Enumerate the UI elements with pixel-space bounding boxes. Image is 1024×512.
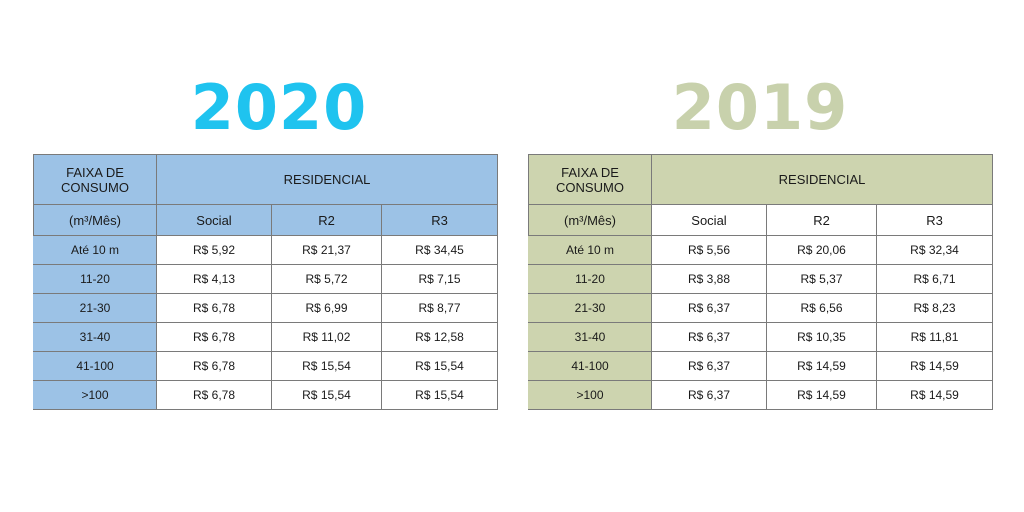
unit-header: (m³/Mês) xyxy=(33,204,157,236)
range-cell: 11-20 xyxy=(33,264,157,294)
value-cell: R$ 34,45 xyxy=(380,235,499,265)
value-cell: R$ 32,34 xyxy=(875,235,994,265)
value-cell: R$ 8,23 xyxy=(875,293,994,323)
value-cell: R$ 6,37 xyxy=(651,380,767,410)
range-cell: 41-100 xyxy=(33,351,157,381)
value-cell: R$ 14,59 xyxy=(875,351,994,381)
value-cell: R$ 11,81 xyxy=(875,322,994,352)
value-cell: R$ 3,88 xyxy=(651,264,767,294)
column-header-social: Social xyxy=(156,204,272,236)
value-cell: R$ 5,72 xyxy=(271,264,382,294)
table-row: 21-30 R$ 6,37 R$ 6,56 R$ 8,23 xyxy=(528,293,994,323)
value-cell: R$ 6,78 xyxy=(156,322,272,352)
faixa-header: FAIXA DE CONSUMO xyxy=(33,154,157,205)
value-cell: R$ 4,13 xyxy=(156,264,272,294)
value-cell: R$ 6,71 xyxy=(875,264,994,294)
value-cell: R$ 6,78 xyxy=(156,351,272,381)
range-cell: 31-40 xyxy=(33,322,157,352)
table-row: 31-40 R$ 6,37 R$ 10,35 R$ 11,81 xyxy=(528,322,994,352)
range-cell: 41-100 xyxy=(528,351,652,381)
column-header-r3: R3 xyxy=(380,204,499,236)
value-cell: R$ 20,06 xyxy=(766,235,877,265)
faixa-header: FAIXA DE CONSUMO xyxy=(528,154,652,205)
range-cell: 21-30 xyxy=(528,293,652,323)
value-cell: R$ 6,37 xyxy=(651,351,767,381)
value-cell: R$ 15,54 xyxy=(380,380,499,410)
value-cell: R$ 15,54 xyxy=(380,351,499,381)
range-cell: 11-20 xyxy=(528,264,652,294)
value-cell: R$ 6,37 xyxy=(651,293,767,323)
range-cell: >100 xyxy=(33,380,157,410)
table-row: 21-30 R$ 6,78 R$ 6,99 R$ 8,77 xyxy=(33,293,499,323)
column-header-social: Social xyxy=(651,204,767,236)
tariff-table-2019: FAIXA DE CONSUMO RESIDENCIAL (m³/Mês) So… xyxy=(528,154,994,410)
table-row: 41-100 R$ 6,37 R$ 14,59 R$ 14,59 xyxy=(528,351,994,381)
value-cell: R$ 6,78 xyxy=(156,293,272,323)
value-cell: R$ 14,59 xyxy=(766,351,877,381)
value-cell: R$ 21,37 xyxy=(271,235,382,265)
value-cell: R$ 15,54 xyxy=(271,351,382,381)
residencial-header: RESIDENCIAL xyxy=(155,154,499,205)
value-cell: R$ 11,02 xyxy=(271,322,382,352)
value-cell: R$ 6,78 xyxy=(156,380,272,410)
residencial-header: RESIDENCIAL xyxy=(650,154,994,205)
table-row: >100 R$ 6,37 R$ 14,59 R$ 14,59 xyxy=(528,380,994,410)
value-cell: R$ 8,77 xyxy=(380,293,499,323)
range-cell: Até 10 m xyxy=(33,235,157,265)
value-cell: R$ 14,59 xyxy=(875,380,994,410)
table-row: Até 10 m R$ 5,92 R$ 21,37 R$ 34,45 xyxy=(33,235,499,265)
table-row: 41-100 R$ 6,78 R$ 15,54 R$ 15,54 xyxy=(33,351,499,381)
value-cell: R$ 6,99 xyxy=(271,293,382,323)
range-cell: 31-40 xyxy=(528,322,652,352)
value-cell: R$ 5,37 xyxy=(766,264,877,294)
value-cell: R$ 12,58 xyxy=(380,322,499,352)
value-cell: R$ 10,35 xyxy=(766,322,877,352)
value-cell: R$ 5,92 xyxy=(156,235,272,265)
table-row: 11-20 R$ 4,13 R$ 5,72 R$ 7,15 xyxy=(33,264,499,294)
table-row: 31-40 R$ 6,78 R$ 11,02 R$ 12,58 xyxy=(33,322,499,352)
value-cell: R$ 5,56 xyxy=(651,235,767,265)
year-2020-heading: 2020 xyxy=(190,71,368,144)
range-cell: Até 10 m xyxy=(528,235,652,265)
table-row: Até 10 m R$ 5,56 R$ 20,06 R$ 32,34 xyxy=(528,235,994,265)
range-cell: 21-30 xyxy=(33,293,157,323)
table-row: 11-20 R$ 3,88 R$ 5,37 R$ 6,71 xyxy=(528,264,994,294)
value-cell: R$ 7,15 xyxy=(380,264,499,294)
column-header-r2: R2 xyxy=(271,204,382,236)
table-row: >100 R$ 6,78 R$ 15,54 R$ 15,54 xyxy=(33,380,499,410)
year-2019-heading: 2019 xyxy=(671,71,849,144)
value-cell: R$ 15,54 xyxy=(271,380,382,410)
unit-header: (m³/Mês) xyxy=(528,204,652,236)
value-cell: R$ 6,37 xyxy=(651,322,767,352)
column-header-r3: R3 xyxy=(875,204,994,236)
tariff-table-2020: FAIXA DE CONSUMO RESIDENCIAL (m³/Mês) So… xyxy=(33,154,499,410)
range-cell: >100 xyxy=(528,380,652,410)
column-header-r2: R2 xyxy=(766,204,877,236)
value-cell: R$ 14,59 xyxy=(766,380,877,410)
value-cell: R$ 6,56 xyxy=(766,293,877,323)
